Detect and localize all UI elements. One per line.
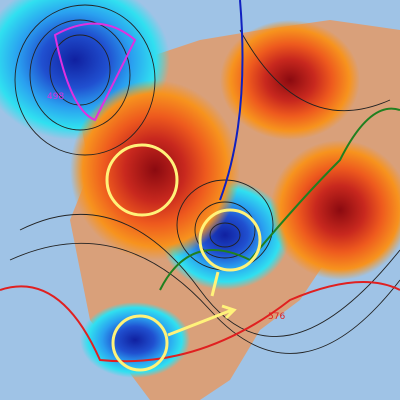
warm-anomaly: [270, 140, 400, 280]
warm-anomaly: [70, 80, 240, 260]
blue-contour: [219, 0, 244, 201]
contour-498: [53, 22, 137, 122]
warm-anomaly: [220, 20, 360, 140]
highlights: [105, 143, 262, 372]
contour-label: 498: [47, 92, 64, 102]
cold-anomaly: [80, 302, 190, 378]
contour-576: [0, 281, 400, 363]
height-contours: [9, 4, 400, 354]
green-contour: [159, 107, 400, 291]
contour-label: 576: [268, 312, 285, 322]
